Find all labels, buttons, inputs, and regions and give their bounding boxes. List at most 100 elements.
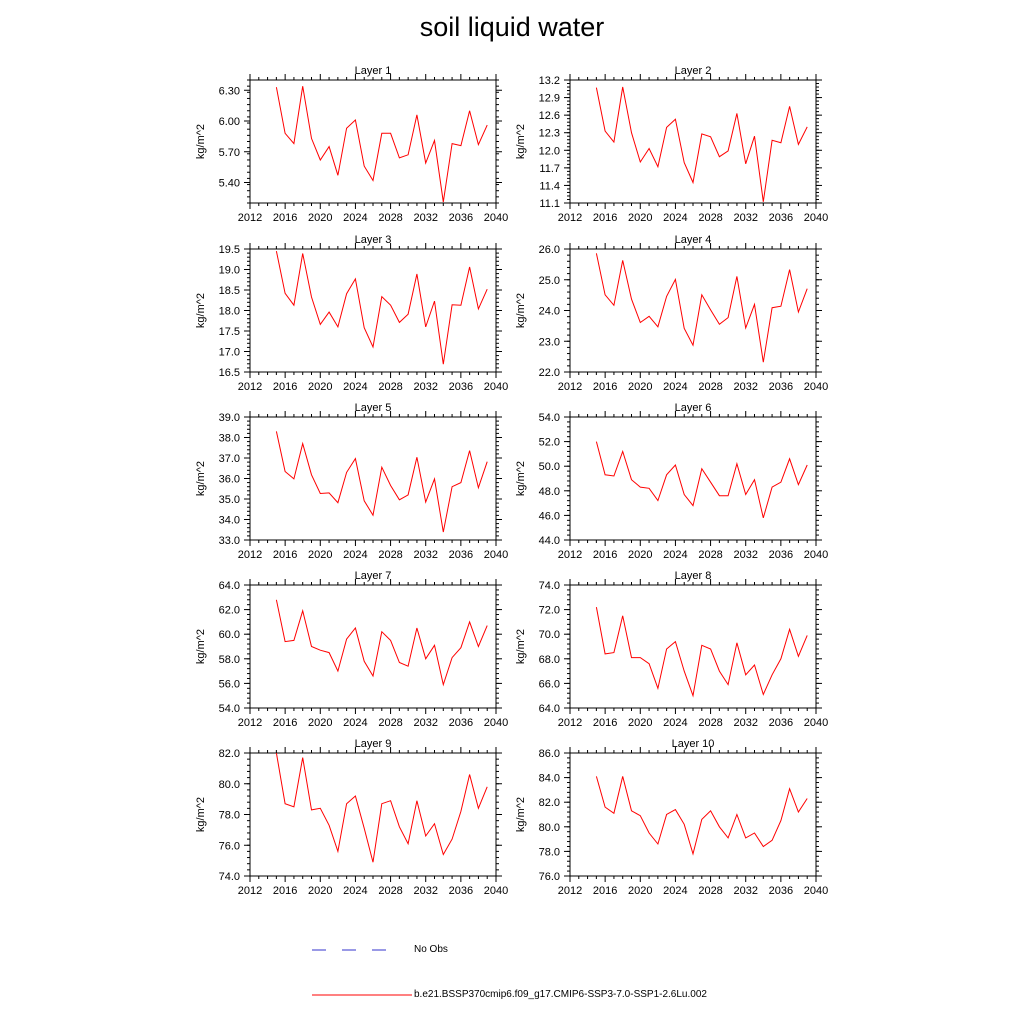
- y-tick-label: 26.0: [539, 244, 560, 256]
- y-tick-label: 54.0: [539, 412, 560, 424]
- x-tick-label: 2028: [698, 885, 722, 897]
- y-tick-label: 18.5: [219, 285, 240, 297]
- x-tick-label: 2012: [238, 549, 262, 561]
- y-tick-label: 6.30: [219, 85, 240, 97]
- y-tick-label: 64.0: [539, 703, 560, 715]
- panel-title-layer-4: Layer 4: [675, 234, 712, 246]
- y-tick-label: 56.0: [219, 678, 240, 690]
- x-tick-label: 2012: [558, 549, 582, 561]
- series-line-layer-1: [275, 86, 488, 203]
- plot-frame-layer-10: [569, 752, 817, 877]
- x-tick-label: 2016: [593, 717, 617, 729]
- x-tick-label: 2012: [238, 212, 262, 224]
- x-tick-label: 2032: [413, 717, 437, 729]
- y-tick-label: 70.0: [539, 629, 560, 641]
- y-tick-label: 39.0: [219, 412, 240, 424]
- x-tick-label: 2028: [378, 549, 402, 561]
- plot-frame-layer-5: [249, 416, 497, 541]
- y-axis-label-layer-5: kg/m^2: [195, 461, 207, 496]
- y-axis-label-layer-2: kg/m^2: [515, 124, 527, 159]
- x-tick-label: 2020: [628, 885, 652, 897]
- y-tick-label: 86.0: [539, 748, 560, 760]
- y-tick-label: 12.0: [539, 145, 560, 157]
- panel-title-layer-9: Layer 9: [355, 738, 392, 750]
- x-tick-label: 2032: [413, 381, 437, 393]
- y-tick-label: 52.0: [539, 437, 560, 449]
- legend-no-obs-line: [312, 949, 402, 951]
- y-tick-label: 54.0: [219, 703, 240, 715]
- y-tick-label: 18.0: [219, 306, 240, 318]
- y-axis-label-layer-1: kg/m^2: [195, 124, 207, 159]
- x-tick-label: 2036: [769, 212, 793, 224]
- y-tick-label: 78.0: [219, 810, 240, 822]
- y-tick-label: 48.0: [539, 486, 560, 498]
- x-tick-label: 2036: [449, 885, 473, 897]
- series-line-layer-3: [275, 250, 488, 365]
- x-tick-label: 2040: [484, 212, 508, 224]
- panel-title-layer-2: Layer 2: [675, 65, 712, 77]
- y-tick-label: 74.0: [219, 871, 240, 883]
- y-tick-label: 80.0: [539, 822, 560, 834]
- y-tick-label: 68.0: [539, 654, 560, 666]
- x-tick-label: 2020: [308, 885, 332, 897]
- x-tick-label: 2032: [413, 885, 437, 897]
- y-tick-label: 23.0: [539, 336, 560, 348]
- y-tick-label: 58.0: [219, 654, 240, 666]
- legend-series-label: b.e21.BSSP370cmip6.f09_g17.CMIP6-SSP3-7.…: [414, 989, 707, 1000]
- x-tick-label: 2036: [769, 885, 793, 897]
- y-tick-label: 6.00: [219, 116, 240, 128]
- plot-frame-layer-1: [249, 79, 497, 204]
- x-tick-label: 2032: [733, 381, 757, 393]
- y-axis-label-layer-3: kg/m^2: [195, 293, 207, 328]
- y-tick-label: 76.0: [219, 840, 240, 852]
- x-tick-label: 2036: [449, 381, 473, 393]
- y-tick-label: 80.0: [219, 779, 240, 791]
- panel-layer-9: Layer 9 kg/m^2 2012 2016 2020 2024 2028 2032 203…: [195, 738, 508, 897]
- panel-layer-5: Layer 5 kg/m^2 2012 2016 2020 2024 2028 2032 203…: [195, 402, 508, 561]
- series-line-layer-10: [595, 776, 808, 856]
- legend-no-obs-label: No Obs: [414, 944, 448, 955]
- y-tick-label: 50.0: [539, 461, 560, 473]
- panel-layer-7: Layer 7 kg/m^2 2012 2016 2020 2024 2028 2032 203…: [195, 570, 508, 729]
- y-tick-label: 78.0: [539, 846, 560, 858]
- y-tick-label: 82.0: [539, 797, 560, 809]
- x-tick-label: 2020: [628, 212, 652, 224]
- panel-layer-1: Layer 1 kg/m^2 2012 2016 2020 2024 2028 2032 203…: [195, 65, 508, 224]
- x-tick-label: 2040: [484, 549, 508, 561]
- x-tick-label: 2016: [273, 212, 297, 224]
- x-tick-label: 2024: [343, 717, 367, 729]
- x-tick-label: 2040: [804, 717, 828, 729]
- y-tick-label: 16.5: [219, 367, 240, 379]
- panel-title-layer-3: Layer 3: [355, 234, 392, 246]
- x-tick-label: 2036: [449, 717, 473, 729]
- y-axis-label-layer-9: kg/m^2: [195, 797, 207, 832]
- y-tick-label: 74.0: [539, 580, 560, 592]
- x-tick-label: 2040: [484, 885, 508, 897]
- x-tick-label: 2024: [663, 381, 687, 393]
- panel-layer-10: Layer 10 kg/m^2 2012 2016 2020 2024 2028 2032 20…: [515, 738, 828, 897]
- y-tick-label: 25.0: [539, 275, 560, 287]
- x-tick-label: 2028: [698, 549, 722, 561]
- series-line-layer-5: [275, 431, 488, 533]
- panel-title-layer-5: Layer 5: [355, 402, 392, 414]
- x-tick-label: 2024: [343, 381, 367, 393]
- series-line-layer-8: [595, 607, 808, 698]
- x-tick-label: 2028: [698, 381, 722, 393]
- x-tick-label: 2040: [804, 212, 828, 224]
- x-tick-label: 2020: [308, 549, 332, 561]
- x-tick-label: 2024: [663, 549, 687, 561]
- x-tick-label: 2032: [413, 549, 437, 561]
- y-tick-label: 64.0: [219, 580, 240, 592]
- series-line-layer-7: [275, 599, 488, 687]
- y-tick-label: 36.0: [219, 474, 240, 486]
- y-tick-label: 38.0: [219, 433, 240, 445]
- y-tick-label: 76.0: [539, 871, 560, 883]
- series-line-layer-6: [595, 441, 808, 519]
- y-tick-label: 17.0: [219, 347, 240, 359]
- plot-frame-layer-6: [569, 416, 817, 541]
- plot-frame-layer-3: [249, 248, 497, 373]
- x-tick-label: 2032: [733, 549, 757, 561]
- y-tick-label: 17.5: [219, 326, 240, 338]
- x-tick-label: 2024: [663, 717, 687, 729]
- y-tick-label: 60.0: [219, 629, 240, 641]
